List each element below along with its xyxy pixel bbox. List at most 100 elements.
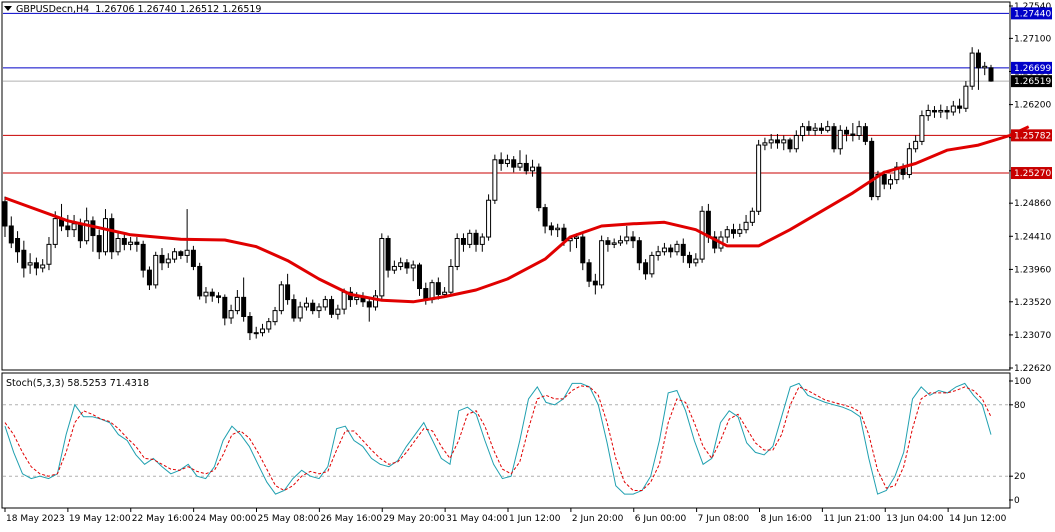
price-tick-label: 1.24410 <box>1014 232 1051 242</box>
candle-body <box>950 105 956 113</box>
candle <box>542 203 548 234</box>
candle <box>228 304 234 324</box>
price-tick-label: 1.24860 <box>1014 199 1051 209</box>
candle-body <box>33 262 39 269</box>
candle-body <box>617 240 623 244</box>
candle <box>856 120 862 140</box>
collapse-triangle-icon[interactable] <box>4 6 12 11</box>
candle-body <box>661 247 667 253</box>
candle-body <box>611 242 617 245</box>
candle-body <box>655 251 661 256</box>
candle <box>322 295 328 311</box>
candle <box>8 216 14 249</box>
candle-body <box>234 296 240 312</box>
candle-body <box>165 258 171 264</box>
candle-body <box>373 295 379 308</box>
candle <box>492 154 498 204</box>
candle <box>523 154 529 175</box>
time-tick-label: 1 Jun 12:00 <box>509 514 561 524</box>
candle <box>548 222 554 236</box>
candle <box>818 122 824 135</box>
moving-average <box>4 125 1030 304</box>
candle-body <box>517 162 523 168</box>
time-tick-label: 2 Jun 20:00 <box>572 514 624 524</box>
candle-body <box>27 262 33 266</box>
time-tick-label: 14 Jun 12:00 <box>949 514 1006 524</box>
candle <box>448 259 454 295</box>
candle-body <box>329 299 335 315</box>
candle <box>40 259 46 273</box>
current-price-tag-label: 1.26519 <box>1014 77 1051 87</box>
candle-body <box>65 225 71 231</box>
candle-body <box>366 301 372 308</box>
candle-body <box>404 262 410 269</box>
candle-body <box>398 262 404 267</box>
candle <box>800 122 806 142</box>
candle <box>15 231 21 263</box>
candle-body <box>486 199 492 238</box>
candle <box>2 196 8 238</box>
candle-body <box>184 249 190 256</box>
price-tick-label: 1.23070 <box>1014 331 1051 341</box>
candle <box>310 299 316 315</box>
candle-body <box>416 264 422 290</box>
candle-body <box>153 254 159 286</box>
candle <box>115 231 121 256</box>
candle-body <box>454 238 460 267</box>
candle <box>969 47 975 90</box>
candle <box>121 233 127 251</box>
candle-body <box>259 328 265 334</box>
stoch-indicator: 100 80 20 0 <box>3 377 1031 506</box>
candle-body <box>109 218 115 253</box>
candle-body <box>172 251 178 260</box>
stoch-label: Stoch(5,3,3) 58.5253 71.4318 <box>6 378 150 389</box>
candle <box>592 273 598 295</box>
ma-line <box>4 125 1030 304</box>
candle-body <box>473 232 479 245</box>
candle <box>649 251 655 278</box>
candle-body <box>687 254 693 264</box>
candle-body <box>467 232 473 245</box>
candle <box>391 260 397 274</box>
stoch-tick-label: 80 <box>1014 401 1026 411</box>
candle <box>27 253 33 274</box>
time-tick-label: 11 Jun 21:00 <box>823 514 880 524</box>
candle-body <box>479 236 485 245</box>
candle-body <box>203 291 209 297</box>
price-tick-label: 1.23960 <box>1014 265 1051 275</box>
candle <box>963 81 969 112</box>
candle <box>975 49 981 90</box>
candle-body <box>894 166 900 181</box>
candle-body <box>925 109 931 117</box>
candle-body <box>825 126 831 131</box>
candle-body <box>793 134 799 150</box>
candle-body <box>881 173 887 185</box>
candle <box>197 262 203 300</box>
candle <box>366 297 372 322</box>
hline-tag-bg <box>1011 7 1052 20</box>
candle-body <box>743 221 749 231</box>
candle <box>65 214 71 238</box>
current-price-tag-bg <box>1011 75 1052 88</box>
candle <box>21 240 27 278</box>
time-tick-label: 19 May 12:00 <box>69 514 131 524</box>
candle <box>812 122 818 136</box>
candle <box>712 231 718 254</box>
candle-body <box>555 227 561 231</box>
candle-body <box>724 229 730 238</box>
candle-body <box>599 240 605 286</box>
candle <box>467 229 473 249</box>
candle <box>749 207 755 226</box>
candle <box>894 161 900 185</box>
candle-body <box>530 166 536 172</box>
candle-body <box>749 210 755 223</box>
time-tick-label: 31 May 04:00 <box>446 514 508 524</box>
candle <box>680 238 686 263</box>
hline-tag-label: 1.26699 <box>1014 64 1051 74</box>
candle-body <box>624 236 630 242</box>
candle-body <box>46 243 52 265</box>
hline-tag-bg <box>1011 129 1052 142</box>
candle <box>46 237 52 271</box>
